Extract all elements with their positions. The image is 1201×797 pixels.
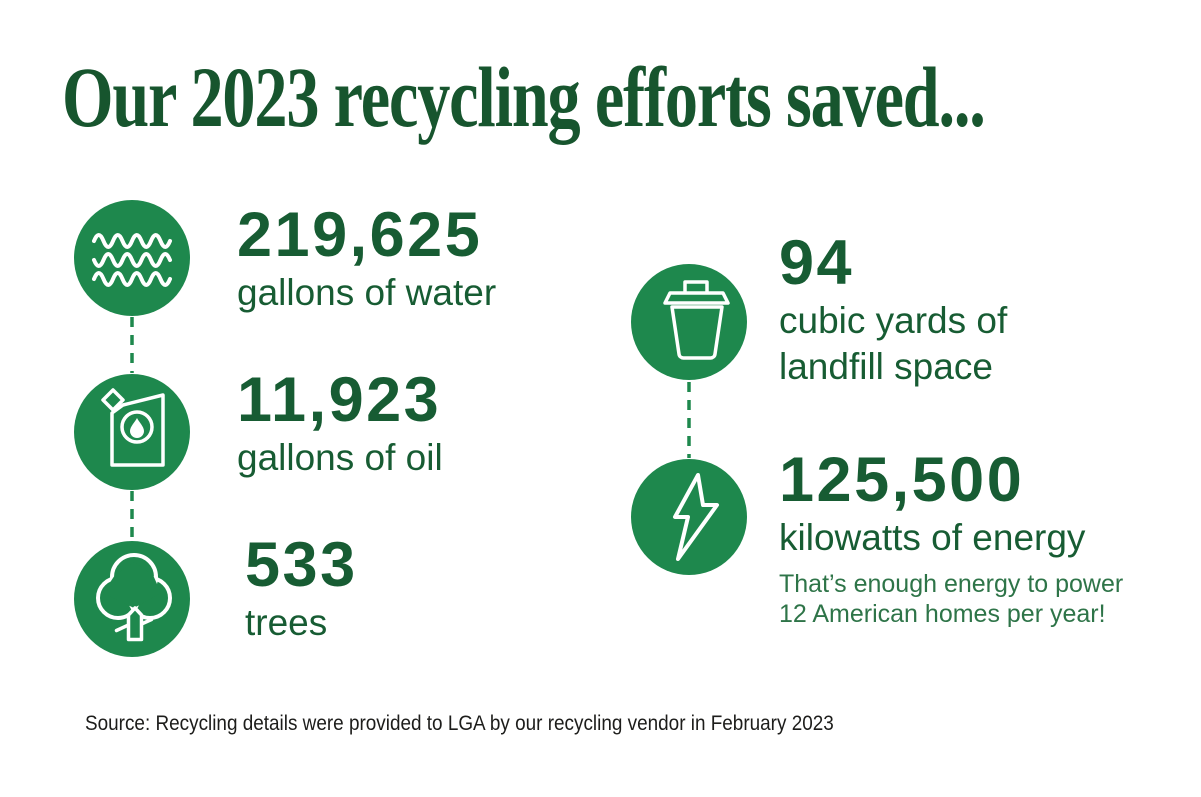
stat-landfill-label: cubic yards of landfill space — [779, 300, 1008, 387]
page-title: Our 2023 recycling efforts saved... — [62, 49, 986, 145]
water-waves-icon — [74, 200, 190, 316]
stat-oil: 11,923 gallons of oil — [237, 369, 443, 481]
stat-trees-label: trees — [245, 602, 328, 643]
stat-trees: 533 trees — [245, 534, 358, 646]
stat-energy-note: That’s enough energy to power 12 America… — [779, 570, 1124, 628]
tree-icon — [74, 541, 190, 657]
source-note: Source: Recycling details were provided … — [85, 711, 834, 735]
stat-oil-value: 11,923 — [237, 365, 442, 435]
stat-water: 219,625 gallons of water — [237, 204, 496, 316]
stat-landfill: 94 cubic yards of landfill space — [779, 232, 1007, 390]
stat-oil-label: gallons of oil — [237, 437, 443, 478]
stat-water-value: 219,625 — [237, 200, 483, 270]
stat-energy-label: kilowatts of energy — [779, 517, 1086, 558]
stat-energy-value: 125,500 — [779, 445, 1025, 515]
stat-trees-value: 533 — [245, 530, 358, 600]
stat-energy: 125,500 kilowatts of energy That’s enoug… — [779, 449, 1123, 629]
dashed-connector-oil-tree — [130, 491, 134, 540]
lightning-bolt-icon — [631, 459, 747, 575]
dashed-connector-trash-energy — [687, 382, 691, 458]
trash-can-icon — [631, 264, 747, 380]
oil-can-icon — [74, 374, 190, 490]
stat-water-label: gallons of water — [237, 272, 497, 313]
dashed-connector-water-oil — [130, 317, 134, 373]
stat-landfill-value: 94 — [779, 228, 855, 298]
